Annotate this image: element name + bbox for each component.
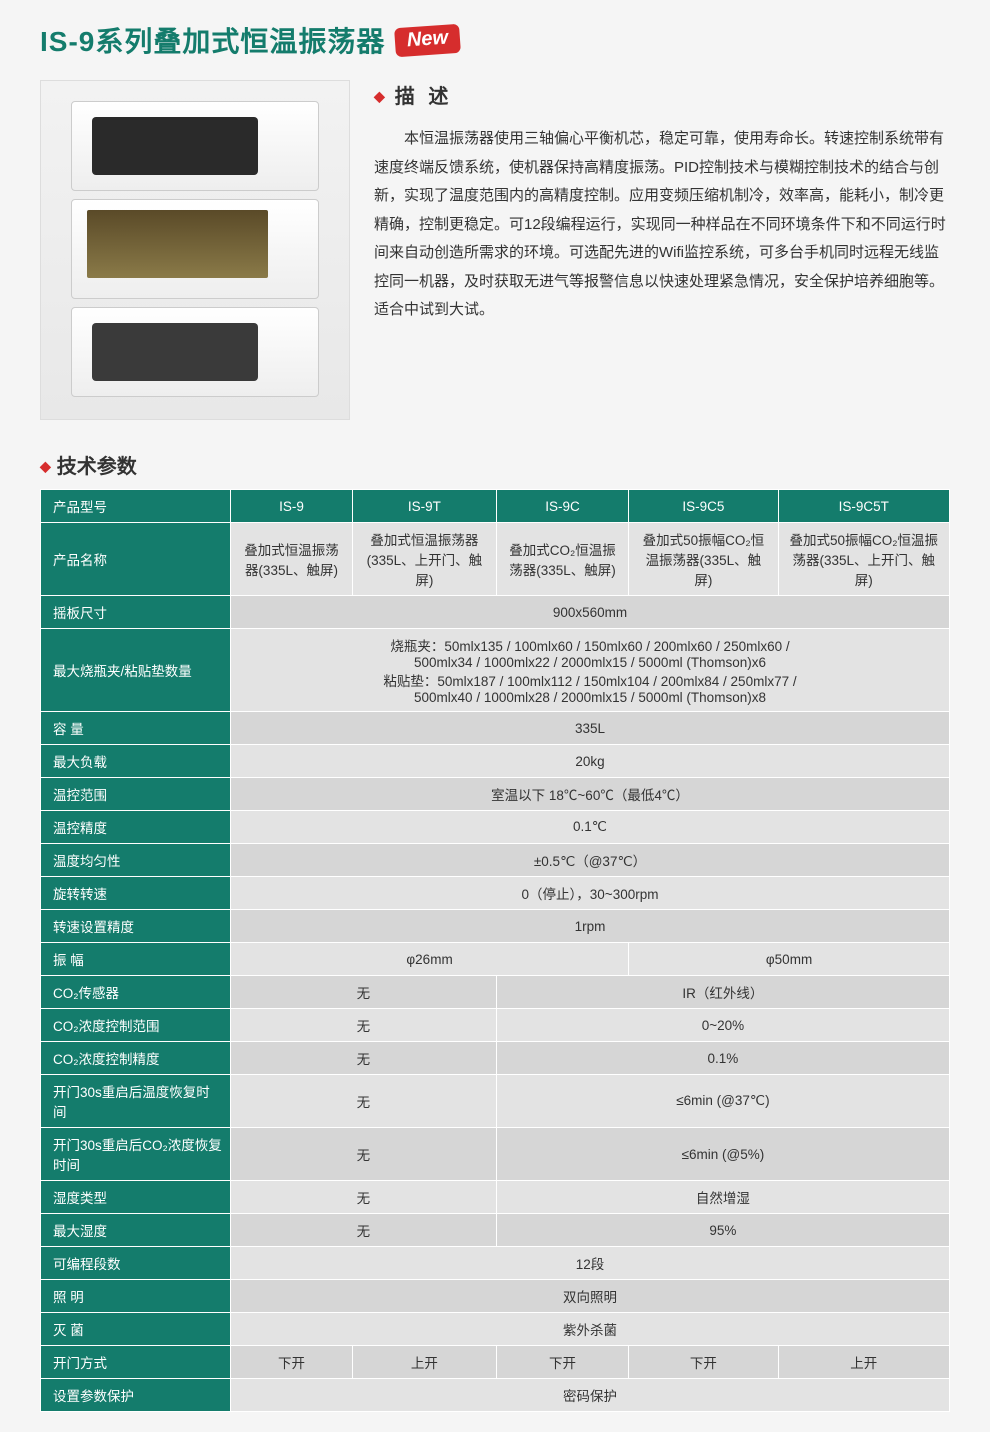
cell: 自然增湿 — [496, 1181, 949, 1214]
cell: ±0.5℃（@37℃） — [231, 844, 950, 877]
label-door: 开门方式 — [41, 1346, 231, 1379]
cell: 叠加式50振幅CO₂恒温振荡器(335L、上开门、触屏) — [778, 523, 949, 596]
label-humtype: 湿度类型 — [41, 1181, 231, 1214]
label-co2range: CO₂浓度控制范围 — [41, 1009, 231, 1042]
col-model-0: IS-9 — [231, 490, 353, 523]
col-model-3: IS-9C5 — [629, 490, 778, 523]
label-co2recover: 开门30s重启后CO₂浓度恢复时间 — [41, 1128, 231, 1181]
cell: 叠加式恒温振荡器(335L、触屏) — [231, 523, 353, 596]
cell: 95% — [496, 1214, 949, 1247]
description-heading: ◆描 述 — [374, 80, 950, 109]
label-light: 照 明 — [41, 1280, 231, 1313]
cell: ≤6min (@37℃) — [496, 1075, 949, 1128]
cell: ≤6min (@5%) — [496, 1128, 949, 1181]
cell: 叠加式50振幅CO₂恒温振荡器(335L、触屏) — [629, 523, 778, 596]
label-name: 产品名称 — [41, 523, 231, 596]
label-model: 产品型号 — [41, 490, 231, 523]
cell: φ26mm — [231, 943, 629, 976]
spec-heading: ◆技术参数 — [40, 450, 950, 479]
col-model-1: IS-9T — [352, 490, 496, 523]
cell: 无 — [231, 976, 497, 1009]
cell: 335L — [231, 712, 950, 745]
label-paramprotect: 设置参数保护 — [41, 1379, 231, 1412]
cell: 室温以下 18℃~60℃（最低4℃） — [231, 778, 950, 811]
label-temprecover: 开门30s重启后温度恢复时间 — [41, 1075, 231, 1128]
cell: 叠加式恒温振荡器(335L、上开门、触屏) — [352, 523, 496, 596]
col-model-2: IS-9C — [496, 490, 628, 523]
product-image — [40, 80, 350, 420]
cell: 1rpm — [231, 910, 950, 943]
label-tempuni: 温度均匀性 — [41, 844, 231, 877]
label-co2sensor: CO₂传感器 — [41, 976, 231, 1009]
label-speed: 旋转转速 — [41, 877, 231, 910]
cell: 0~20% — [496, 1009, 949, 1042]
label-maxhum: 最大湿度 — [41, 1214, 231, 1247]
col-model-4: IS-9C5T — [778, 490, 949, 523]
label-sterilize: 灭 菌 — [41, 1313, 231, 1346]
description-body: 本恒温振荡器使用三轴偏心平衡机芯，稳定可靠，使用寿命长。转速控制系统带有速度终端… — [374, 125, 950, 325]
label-temprange: 温控范围 — [41, 778, 231, 811]
label-amplitude: 振 幅 — [41, 943, 231, 976]
cell: 下开 — [231, 1346, 353, 1379]
label-maxload: 最大负载 — [41, 745, 231, 778]
label-tempacc: 温控精度 — [41, 811, 231, 844]
cell: IR（红外线） — [496, 976, 949, 1009]
cell: φ50mm — [629, 943, 950, 976]
cell: 无 — [231, 1214, 497, 1247]
cell: 无 — [231, 1042, 497, 1075]
label-maxholder: 最大烧瓶夹/粘贴垫数量 — [41, 629, 231, 712]
label-speedacc: 转速设置精度 — [41, 910, 231, 943]
cell: 叠加式CO₂恒温振荡器(335L、触屏) — [496, 523, 628, 596]
cell: 烧瓶夹：50mlx135 / 100mlx60 / 150mlx60 / 200… — [231, 629, 950, 712]
cell: 0.1% — [496, 1042, 949, 1075]
cell: 下开 — [629, 1346, 778, 1379]
cell: 0（停止），30~300rpm — [231, 877, 950, 910]
label-co2acc: CO₂浓度控制精度 — [41, 1042, 231, 1075]
cell: 无 — [231, 1009, 497, 1042]
cell: 900x560mm — [231, 596, 950, 629]
label-segments: 可编程段数 — [41, 1247, 231, 1280]
page-title: IS-9系列叠加式恒温振荡器 — [40, 20, 385, 60]
cell: 20kg — [231, 745, 950, 778]
label-capacity: 容 量 — [41, 712, 231, 745]
cell: 上开 — [352, 1346, 496, 1379]
diamond-icon: ◆ — [374, 88, 389, 104]
cell: 双向照明 — [231, 1280, 950, 1313]
label-platform: 摇板尺寸 — [41, 596, 231, 629]
diamond-icon: ◆ — [40, 458, 51, 474]
cell: 无 — [231, 1181, 497, 1214]
cell: 紫外杀菌 — [231, 1313, 950, 1346]
cell: 无 — [231, 1128, 497, 1181]
cell: 下开 — [496, 1346, 628, 1379]
cell: 上开 — [778, 1346, 949, 1379]
spec-table: 产品型号 IS-9 IS-9T IS-9C IS-9C5 IS-9C5T 产品名… — [40, 489, 950, 1412]
cell: 12段 — [231, 1247, 950, 1280]
cell: 0.1℃ — [231, 811, 950, 844]
new-badge: New — [394, 23, 461, 56]
cell: 无 — [231, 1075, 497, 1128]
cell: 密码保护 — [231, 1379, 950, 1412]
